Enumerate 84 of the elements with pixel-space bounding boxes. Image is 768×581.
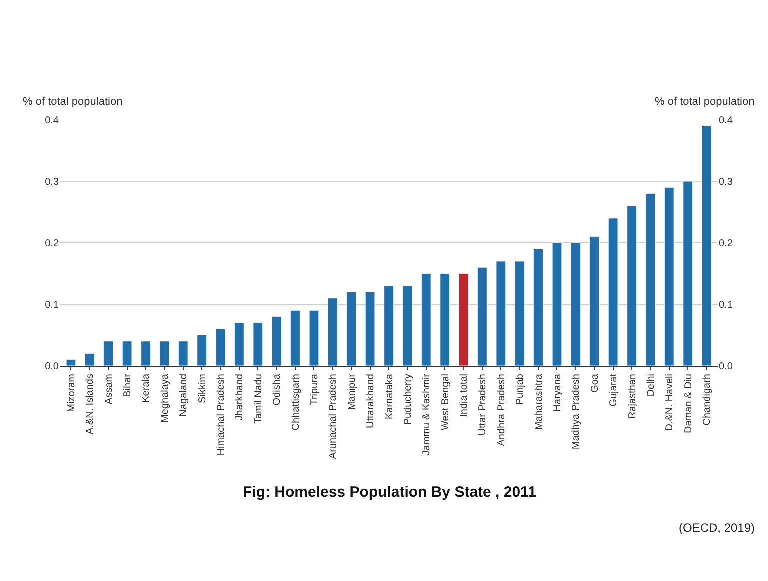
y2-tick-label: 0.2: [719, 238, 734, 250]
x-tick-label: Chhattisgarh: [290, 374, 302, 431]
y-tick-label: 0.1: [45, 300, 60, 311]
x-tick-label: Haryana: [552, 374, 564, 412]
bar: [646, 194, 656, 366]
bar: [478, 267, 488, 366]
bar: [440, 274, 450, 366]
x-tick-label: Sikkim: [197, 374, 208, 404]
y-tick-label: 0.3: [45, 177, 60, 188]
bar: [272, 316, 282, 366]
bar: [458, 274, 469, 366]
x-tick-label: Punjab: [515, 374, 526, 406]
x-tick-label: Uttar Pradesh: [478, 374, 489, 436]
text: Fig: Homeless Population By State , 2011: [243, 484, 536, 501]
bar: [328, 298, 338, 366]
y-tick-label: 0.2: [45, 238, 60, 250]
bar: [234, 322, 244, 366]
x-tick-label: Karnataka: [384, 374, 396, 420]
x-tick-label: Gujarat: [608, 374, 620, 407]
y2-tick-label: 0.0: [719, 362, 734, 372]
bar: [627, 206, 637, 366]
x-tick-label: Himachal Pradesh: [216, 374, 228, 456]
bar: [290, 310, 300, 366]
text: (OECD, 2019): [679, 521, 756, 535]
x-tick-label: West Bengal: [440, 374, 452, 431]
bar: [702, 126, 712, 366]
bar: [122, 341, 132, 366]
y2-tick-label: 0.1: [719, 300, 734, 311]
x-tick-label: Nagaland: [178, 374, 190, 417]
bar: [141, 341, 151, 366]
x-tick-label: Andhra Pradesh: [496, 374, 508, 446]
bar: [216, 328, 226, 366]
x-tick-label: Daman & Diu: [683, 374, 694, 434]
x-tick-label: Uttarakhand: [366, 374, 377, 428]
bar: [253, 322, 264, 366]
bar: [160, 341, 170, 366]
bar: [402, 286, 413, 366]
bar: [66, 360, 76, 366]
x-tick-label: Bihar: [122, 373, 134, 398]
x-tick-label: Jharkhand: [234, 374, 246, 421]
bar: [571, 242, 581, 366]
bar: [552, 242, 562, 366]
x-tick-label: Tamil Nadu: [253, 374, 264, 424]
bar: [590, 236, 600, 366]
y2-tick-label: 0.3: [719, 177, 734, 188]
x-tick-label: A.&N. Islands: [85, 374, 96, 435]
x-tick-label: Chandigarh: [702, 374, 714, 426]
x-tick-label: Madhya Pradesh: [571, 374, 582, 450]
x-tick-label: Manipur: [346, 373, 358, 410]
x-tick-label: Delhi: [646, 374, 657, 397]
bar: [84, 353, 95, 366]
x-tick-label: Assam: [104, 374, 115, 405]
x-tick-label: Goa: [590, 374, 601, 393]
bar: [365, 292, 376, 366]
bar: [496, 261, 506, 366]
y-tick-label: 0.4: [45, 116, 60, 126]
bar: [534, 248, 544, 366]
y2-tick-label: 0.4: [719, 116, 734, 126]
bar: [104, 341, 114, 366]
bar: [384, 286, 394, 366]
x-tick-label: Maharashtra: [534, 374, 545, 430]
y-tick-label: 0.0: [45, 362, 60, 372]
y2-axis-title: % of total population: [655, 96, 755, 108]
x-tick-label: Mizoram: [66, 374, 78, 412]
x-tick-label: Puducherry: [402, 374, 414, 426]
bar: [197, 335, 207, 366]
bar: [421, 274, 432, 366]
x-tick-label: India total: [459, 374, 470, 418]
bar: [178, 341, 188, 366]
bar: [309, 310, 320, 366]
x-tick-label: Meghalaya: [160, 374, 171, 423]
x-tick-label: Rajasthan: [627, 374, 638, 420]
x-tick-label: Tripura: [309, 374, 320, 406]
bar: [683, 181, 694, 366]
bar: [346, 292, 357, 366]
x-tick-label: Jammu & Kashmir: [422, 373, 433, 456]
x-tick-label: Odisha: [272, 374, 284, 406]
x-tick-label: D.&N. Haveli: [664, 374, 676, 432]
bar: [608, 218, 618, 366]
bar: [664, 187, 674, 366]
x-tick-label: Kerala: [141, 374, 152, 403]
y-axis-title: % of total population: [23, 96, 123, 108]
bar: [514, 261, 525, 366]
x-tick-label: Arunachal Pradesh: [328, 374, 340, 460]
